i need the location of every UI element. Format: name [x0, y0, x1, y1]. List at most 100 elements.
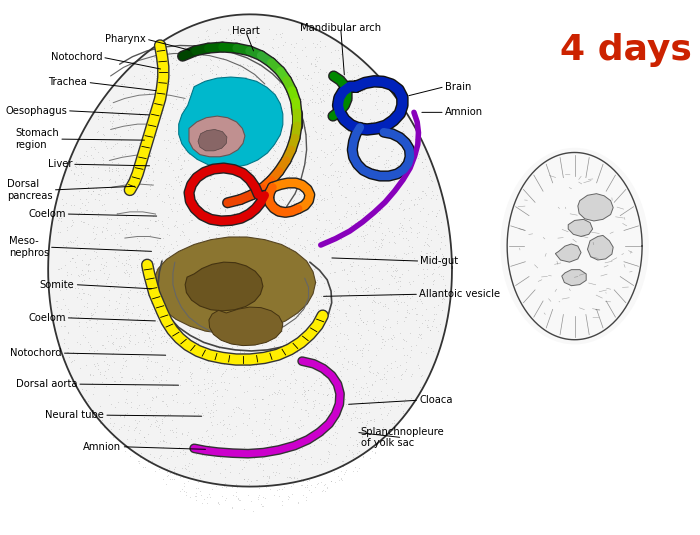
Point: [271, 335, 282, 344]
Point: [337, 245, 348, 254]
Point: [281, 150, 293, 159]
Point: [316, 406, 328, 414]
Point: [207, 327, 218, 336]
Point: [332, 283, 344, 292]
Point: [120, 218, 132, 227]
Point: [178, 487, 190, 495]
Point: [392, 136, 403, 145]
Point: [192, 298, 203, 307]
Point: [323, 285, 335, 293]
Point: [264, 57, 275, 66]
Point: [173, 137, 184, 146]
Point: [299, 386, 310, 395]
Point: [154, 241, 165, 250]
Point: [259, 241, 270, 249]
Point: [122, 96, 134, 105]
Point: [357, 346, 368, 354]
Point: [211, 61, 223, 70]
Point: [311, 53, 322, 62]
Point: [102, 226, 113, 235]
Point: [354, 202, 365, 211]
Point: [360, 127, 372, 136]
Point: [234, 456, 246, 465]
Point: [120, 362, 132, 370]
Point: [228, 58, 239, 67]
Point: [403, 146, 414, 155]
Point: [369, 393, 380, 401]
Point: [160, 322, 171, 331]
Point: [350, 287, 361, 295]
Point: [295, 95, 307, 103]
Point: [298, 289, 309, 297]
Point: [133, 213, 144, 222]
Point: [304, 442, 316, 450]
Point: [377, 414, 388, 423]
Point: [197, 408, 208, 417]
Point: [386, 419, 397, 427]
Point: [178, 482, 190, 491]
Point: [85, 312, 97, 321]
Point: [261, 85, 272, 93]
Point: [152, 192, 163, 201]
Point: [315, 163, 326, 171]
Point: [228, 264, 239, 272]
Point: [161, 230, 172, 239]
Point: [395, 149, 406, 157]
Point: [204, 64, 216, 72]
Point: [330, 115, 341, 124]
Point: [232, 64, 244, 72]
Point: [434, 245, 445, 254]
Point: [231, 373, 242, 381]
Point: [435, 254, 447, 262]
Point: [367, 215, 378, 223]
Point: [108, 234, 120, 243]
Point: [136, 113, 148, 121]
Point: [204, 174, 216, 183]
Point: [98, 200, 109, 209]
Point: [111, 278, 122, 286]
Point: [301, 371, 312, 380]
Point: [52, 216, 64, 224]
Point: [196, 90, 207, 98]
Point: [164, 90, 176, 99]
Point: [394, 200, 405, 209]
Point: [216, 370, 228, 378]
Point: [75, 307, 86, 316]
Point: [210, 147, 221, 155]
Point: [344, 149, 356, 158]
Point: [267, 227, 278, 236]
Point: [218, 48, 229, 57]
Point: [226, 254, 237, 263]
Point: [208, 269, 219, 277]
Point: [162, 468, 173, 476]
Point: [113, 110, 124, 118]
Point: [356, 184, 368, 193]
Point: [211, 336, 222, 345]
Point: [384, 396, 395, 405]
Point: [274, 424, 285, 433]
Point: [155, 425, 166, 433]
Point: [131, 263, 142, 272]
Point: [87, 224, 98, 233]
Point: [317, 170, 328, 178]
Point: [337, 462, 348, 470]
Point: [411, 341, 422, 349]
Point: [214, 230, 225, 238]
Point: [109, 380, 120, 388]
Point: [297, 378, 308, 387]
Point: [326, 245, 337, 254]
Point: [221, 431, 232, 440]
Point: [244, 350, 255, 359]
Point: [162, 277, 174, 285]
Point: [279, 239, 290, 248]
Point: [166, 182, 177, 190]
Point: [197, 499, 208, 507]
Point: [258, 315, 269, 323]
Point: [258, 372, 269, 380]
Point: [277, 243, 288, 251]
Point: [211, 285, 223, 293]
Point: [266, 460, 277, 469]
Point: [149, 467, 160, 476]
Point: [265, 295, 276, 303]
Point: [138, 338, 149, 346]
